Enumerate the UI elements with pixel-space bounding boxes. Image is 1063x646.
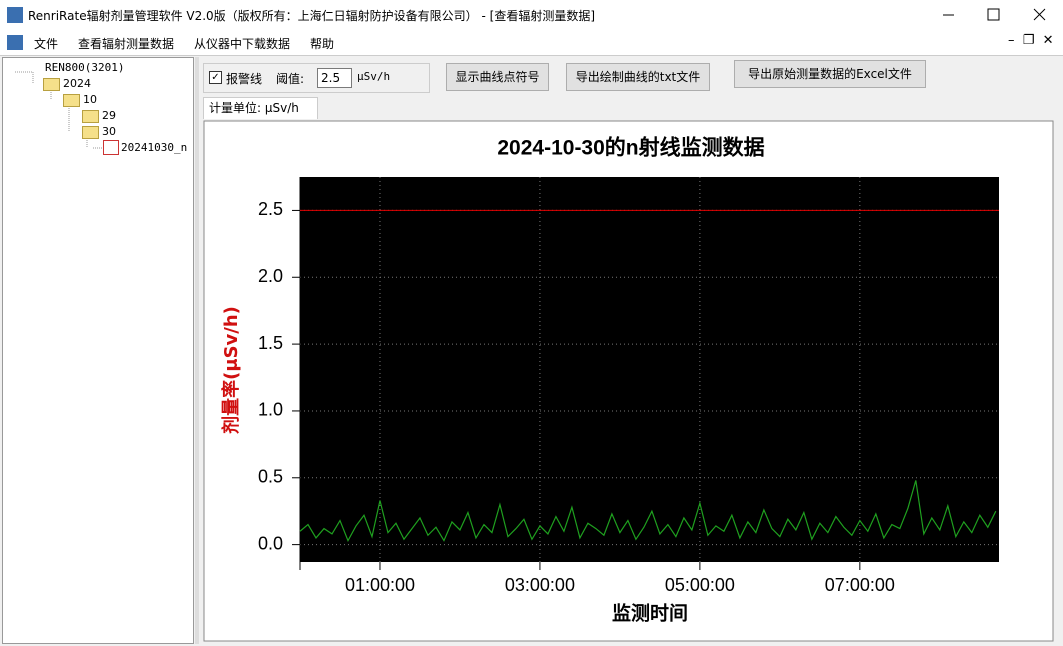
tree-node[interactable]: REN800(3201) — [45, 61, 125, 74]
y-tick-label: 2.5 — [258, 199, 283, 219]
menu-item[interactable]: 查看辐射测量数据 — [78, 37, 175, 51]
y-tick-label: 1.5 — [258, 333, 283, 353]
folder-icon — [82, 110, 99, 123]
tree-node[interactable]: 10 — [83, 93, 97, 106]
button[interactable]: 导出原始测量数据的Excel文件 — [734, 60, 926, 88]
button[interactable]: 导出绘制曲线的txt文件 — [566, 63, 710, 91]
x-tick-label: 01:00:00 — [345, 575, 415, 595]
title-bar: RenriRate辐射剂量管理软件 V2.0版（版权所有：上海仁日辐射防护设备有… — [0, 0, 1063, 30]
y-tick-label: 2.0 — [258, 266, 283, 286]
window-title: RenriRate辐射剂量管理软件 V2.0版（版权所有：上海仁日辐射防护设备有… — [28, 9, 596, 23]
threshold-label: 阈值: — [276, 72, 305, 86]
plot-area — [300, 177, 999, 562]
button[interactable]: 显示曲线点符号 — [446, 63, 549, 91]
tab[interactable]: 计量单位: μSv/h — [203, 97, 318, 119]
mdi-controls[interactable]: – ❐ ✕ — [1008, 33, 1054, 48]
splitter[interactable] — [195, 57, 199, 644]
data-line — [299, 480, 997, 543]
menu-bar: 文件 查看辐射测量数据 从仪器中下载数据 帮助 – ❐ ✕ — [0, 30, 1063, 56]
y-tick-label: 0.0 — [258, 533, 283, 553]
folder-icon — [82, 126, 99, 139]
tree-node[interactable]: 20241030_n — [121, 141, 188, 154]
checkbox[interactable]: ✓ — [209, 71, 222, 84]
x-axis-title: 监测时间 — [612, 602, 688, 625]
menu-item[interactable]: 帮助 — [310, 37, 335, 51]
threshold-input[interactable]: 2.5 — [317, 68, 352, 88]
checkbox-label: 报警线 — [226, 72, 263, 86]
folder-icon — [63, 94, 80, 107]
menu-item[interactable]: 从仪器中下载数据 — [194, 37, 291, 51]
folder-icon — [43, 78, 60, 91]
app-icon — [7, 7, 23, 23]
x-tick-label: 05:00:00 — [665, 575, 735, 595]
chart-panel: 2024-10-30的n射线监测数据 0.0 0.5 1.0 1.5 2.0 2.5 01:0… — [203, 120, 1054, 642]
x-tick-label: 07:00:00 — [825, 575, 895, 595]
tree-node[interactable]: 2024 — [63, 77, 91, 90]
menu-item[interactable]: 文件 — [34, 37, 59, 51]
x-tick-label: 03:00:00 — [505, 575, 575, 595]
y-axis-title: 剂量率(μSv/h) — [220, 306, 242, 434]
tree-node[interactable]: 30 — [102, 125, 116, 138]
tree-node[interactable]: 29 — [102, 109, 116, 122]
file-icon — [103, 140, 119, 155]
chart-title: 2024-10-30的n射线监测数据 — [497, 136, 764, 160]
unit-label: μSv/h — [357, 70, 391, 83]
y-tick-label: 1.0 — [258, 400, 283, 420]
window-controls[interactable] — [930, 0, 1063, 30]
app-icon — [7, 35, 23, 50]
alarm-group: ✓ 报警线 阈值: 2.5 μSv/h — [203, 63, 430, 93]
tree-panel: REN800(3201) 2024 10 29 30 20241030_n — [2, 57, 194, 644]
y-tick-label: 0.5 — [258, 467, 283, 487]
